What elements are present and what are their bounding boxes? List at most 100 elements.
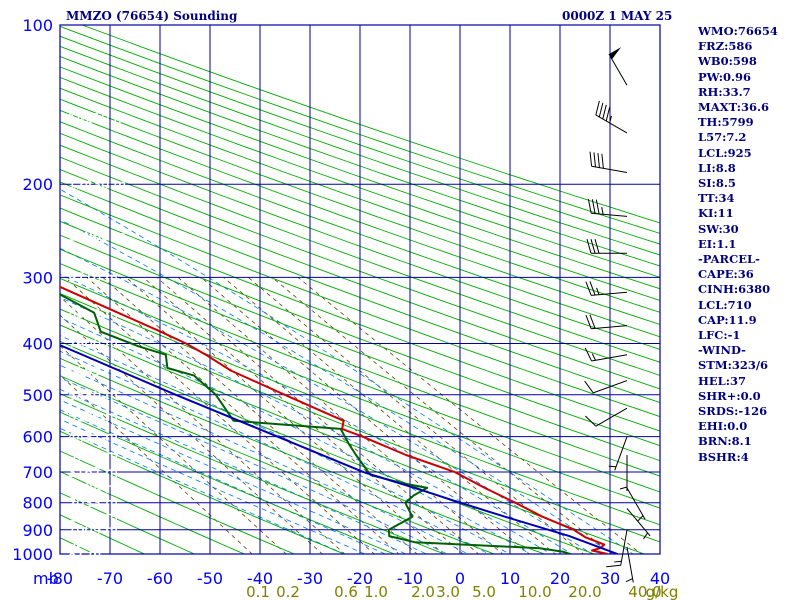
index-item: LCL:925 bbox=[698, 145, 752, 160]
dry-adiabat bbox=[60, 35, 660, 245]
index-item: MAXT:36.6 bbox=[698, 100, 769, 115]
wind-barb-half-feather bbox=[614, 560, 622, 563]
height-label: 533 m bbox=[68, 536, 110, 551]
pressure-tick-label: 200 bbox=[22, 175, 53, 194]
wind-barb-staff bbox=[614, 436, 628, 471]
height-label: 1009 m bbox=[68, 524, 118, 539]
dry-adiabat bbox=[60, 109, 660, 325]
index-item: WB0:598 bbox=[698, 54, 757, 69]
stability-indices-panel: WMO:76654 FRZ:586 WB0:598 PW:0.96 RH:33.7 MAX… bbox=[698, 24, 778, 465]
wind-barb-feather bbox=[589, 281, 596, 296]
index-item: CAP:11.9 bbox=[698, 312, 757, 327]
dry-adiabat bbox=[60, 263, 660, 493]
index-item: CINH:6380 bbox=[698, 282, 771, 297]
wind-barb-staff bbox=[591, 212, 628, 217]
mixing-ratio-line bbox=[64, 277, 375, 554]
wind-barb-feather bbox=[602, 104, 607, 120]
wind-barb-half-feather bbox=[601, 207, 604, 215]
index-item: BSHR:4 bbox=[698, 449, 749, 464]
pressure-tick-label: 400 bbox=[22, 334, 53, 353]
dry-adiabat bbox=[60, 492, 196, 554]
wind-barb bbox=[586, 239, 627, 254]
pressure-temperature-grid bbox=[59, 24, 661, 555]
pressure-tick-label: 100 bbox=[22, 16, 53, 35]
dry-adiabat bbox=[60, 121, 660, 338]
height-label: 14210 m bbox=[68, 112, 126, 127]
wind-barb-half-feather bbox=[596, 287, 600, 295]
wind-barb bbox=[625, 546, 634, 583]
wind-barb-feather bbox=[598, 102, 604, 118]
moist-adiabat bbox=[60, 219, 614, 554]
index-item: SW:30 bbox=[698, 221, 739, 236]
index-item: KI:11 bbox=[698, 206, 734, 221]
pressure-tick-label: 800 bbox=[22, 494, 53, 513]
dry-adiabat bbox=[60, 248, 660, 477]
wind-barb-half-feather bbox=[608, 465, 617, 468]
temperature-tick-label: 10 bbox=[500, 569, 520, 588]
height-labels: 14210 m 12430 m 10960 m 9710 m 8594 m 7600 m 6… bbox=[68, 112, 126, 563]
wind-barb bbox=[584, 380, 628, 394]
temperature-tick-label: 40 bbox=[650, 569, 670, 588]
index-item: SRDS:-126 bbox=[698, 404, 768, 419]
wind-barb-feather bbox=[585, 314, 592, 329]
wind-barb-feather bbox=[587, 198, 592, 214]
index-item: -WIND- bbox=[698, 343, 746, 358]
dry-adiabat bbox=[60, 181, 660, 404]
temperature-tick-label: 20 bbox=[550, 569, 570, 588]
dry-adiabat bbox=[60, 144, 660, 363]
mixing-ratio-line bbox=[60, 296, 346, 554]
wind-barb-feather bbox=[591, 199, 596, 214]
wind-barb-feather bbox=[584, 347, 592, 362]
wind-barb-staff bbox=[591, 325, 628, 330]
wind-barb-feather bbox=[605, 106, 611, 122]
temperature-tick-label: -70 bbox=[97, 569, 123, 588]
temperature-tick-label: -60 bbox=[147, 569, 173, 588]
moist-adiabat bbox=[60, 427, 346, 554]
dry-adiabat bbox=[60, 156, 660, 376]
mixing-ratio-line bbox=[102, 277, 418, 554]
dry-adiabats bbox=[60, 25, 660, 554]
wind-barb-staff bbox=[620, 529, 628, 566]
dry-adiabat bbox=[60, 393, 446, 554]
moist-adiabat bbox=[60, 317, 532, 554]
wind-barb-half-feather bbox=[609, 115, 612, 124]
mixing-ratio-label: 0.2 bbox=[276, 583, 300, 600]
index-item: LFC:-1 bbox=[698, 328, 741, 343]
wind-barb-feather bbox=[585, 281, 592, 296]
dry-adiabat bbox=[60, 87, 660, 301]
index-item: EI:1.1 bbox=[698, 236, 737, 251]
wind-barb-staff bbox=[591, 291, 628, 296]
wind-barb-feather bbox=[597, 153, 600, 168]
pressure-tick-label: 600 bbox=[22, 428, 53, 447]
mixing-ratio-line bbox=[223, 277, 556, 554]
moist-adiabat bbox=[60, 296, 552, 554]
dewpoint-profile-line bbox=[60, 293, 571, 554]
wind-barb-feather bbox=[586, 239, 592, 254]
height-label: 2584 m bbox=[68, 482, 118, 497]
wind-barb bbox=[606, 529, 628, 568]
dry-adiabat bbox=[60, 76, 660, 290]
dry-adiabat bbox=[60, 220, 660, 447]
temperature-tick-label: 30 bbox=[600, 569, 620, 588]
mixing-ratio-line bbox=[200, 277, 530, 554]
wind-barb-half-feather bbox=[625, 578, 633, 583]
mixing-ratio-line bbox=[60, 345, 287, 554]
index-item: LI:8.8 bbox=[698, 160, 736, 175]
temperature-tick-label: -50 bbox=[197, 569, 223, 588]
temperature-tick-label: 0 bbox=[455, 569, 465, 588]
dry-adiabat bbox=[60, 207, 660, 432]
pressure-tick-label: 1000 bbox=[12, 545, 53, 564]
wind-barb-half-feather bbox=[591, 353, 596, 361]
wind-barb-staff bbox=[593, 380, 628, 394]
wind-barb bbox=[626, 508, 651, 540]
mixing-ratio-label: 10.0 bbox=[518, 583, 551, 600]
wind-barb-feather bbox=[595, 100, 600, 116]
parcel-profile-line bbox=[60, 344, 618, 554]
index-item: TT:34 bbox=[698, 191, 735, 206]
moist-adiabat bbox=[60, 409, 387, 554]
pressure-tick-label: 900 bbox=[22, 521, 53, 540]
wind-barb bbox=[585, 314, 628, 330]
wind-barb-half-feather bbox=[643, 532, 648, 540]
dry-adiabat bbox=[60, 411, 396, 554]
dry-adiabat bbox=[60, 471, 246, 554]
